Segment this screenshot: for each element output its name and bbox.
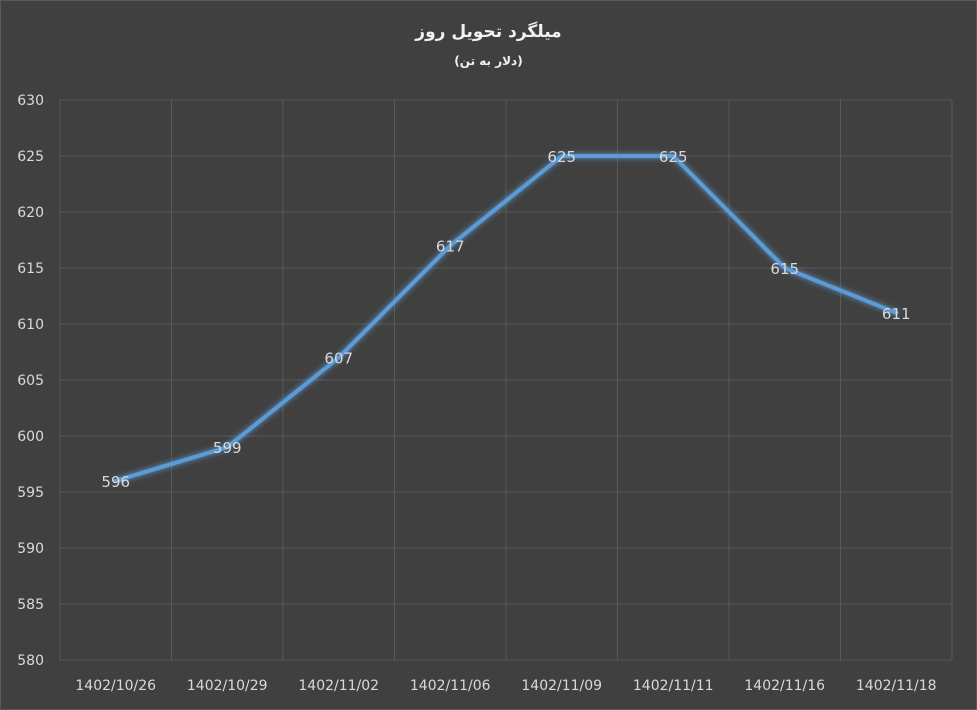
chart-subtitle: (دلار به تن) — [454, 54, 523, 68]
chart-title: میلگرد تحویل روز — [415, 22, 562, 42]
y-tick-label: 600 — [17, 429, 44, 445]
y-tick-label: 580 — [17, 653, 44, 669]
x-tick-label: 1402/11/06 — [410, 678, 491, 694]
grid — [59, 99, 953, 661]
series — [113, 154, 899, 483]
y-tick-label: 585 — [17, 597, 44, 613]
data-label: 599 — [213, 439, 242, 457]
x-tick-label: 1402/11/02 — [298, 678, 379, 694]
x-tick-label: 1402/11/11 — [633, 678, 714, 694]
x-tick-label: 1402/11/18 — [856, 678, 937, 694]
x-tick-label: 1402/11/09 — [521, 678, 602, 694]
data-label: 607 — [324, 350, 353, 368]
data-label: 625 — [659, 148, 688, 166]
x-tick-label: 1402/11/16 — [744, 678, 825, 694]
x-tick-label: 1402/10/26 — [75, 678, 156, 694]
y-tick-label: 595 — [17, 485, 44, 501]
data-label: 611 — [882, 305, 911, 323]
data-labels: 596 599 607 617 625 625 615 611 — [101, 148, 910, 491]
series-line — [113, 154, 899, 483]
y-tick-label: 615 — [17, 261, 44, 277]
y-tick-label: 625 — [17, 149, 44, 165]
data-label: 625 — [547, 148, 576, 166]
axes: 580 585 590 595 600 605 610 615 620 625 630 1402/10… — [17, 93, 936, 694]
y-tick-label: 620 — [17, 205, 44, 221]
data-label: 596 — [101, 473, 130, 491]
data-label: 615 — [770, 260, 799, 278]
y-tick-label: 630 — [17, 93, 44, 109]
y-tick-label: 605 — [17, 373, 44, 389]
y-tick-label: 610 — [17, 317, 44, 333]
data-label: 617 — [436, 238, 465, 256]
x-tick-label: 1402/10/29 — [187, 678, 268, 694]
y-tick-label: 590 — [17, 541, 44, 557]
